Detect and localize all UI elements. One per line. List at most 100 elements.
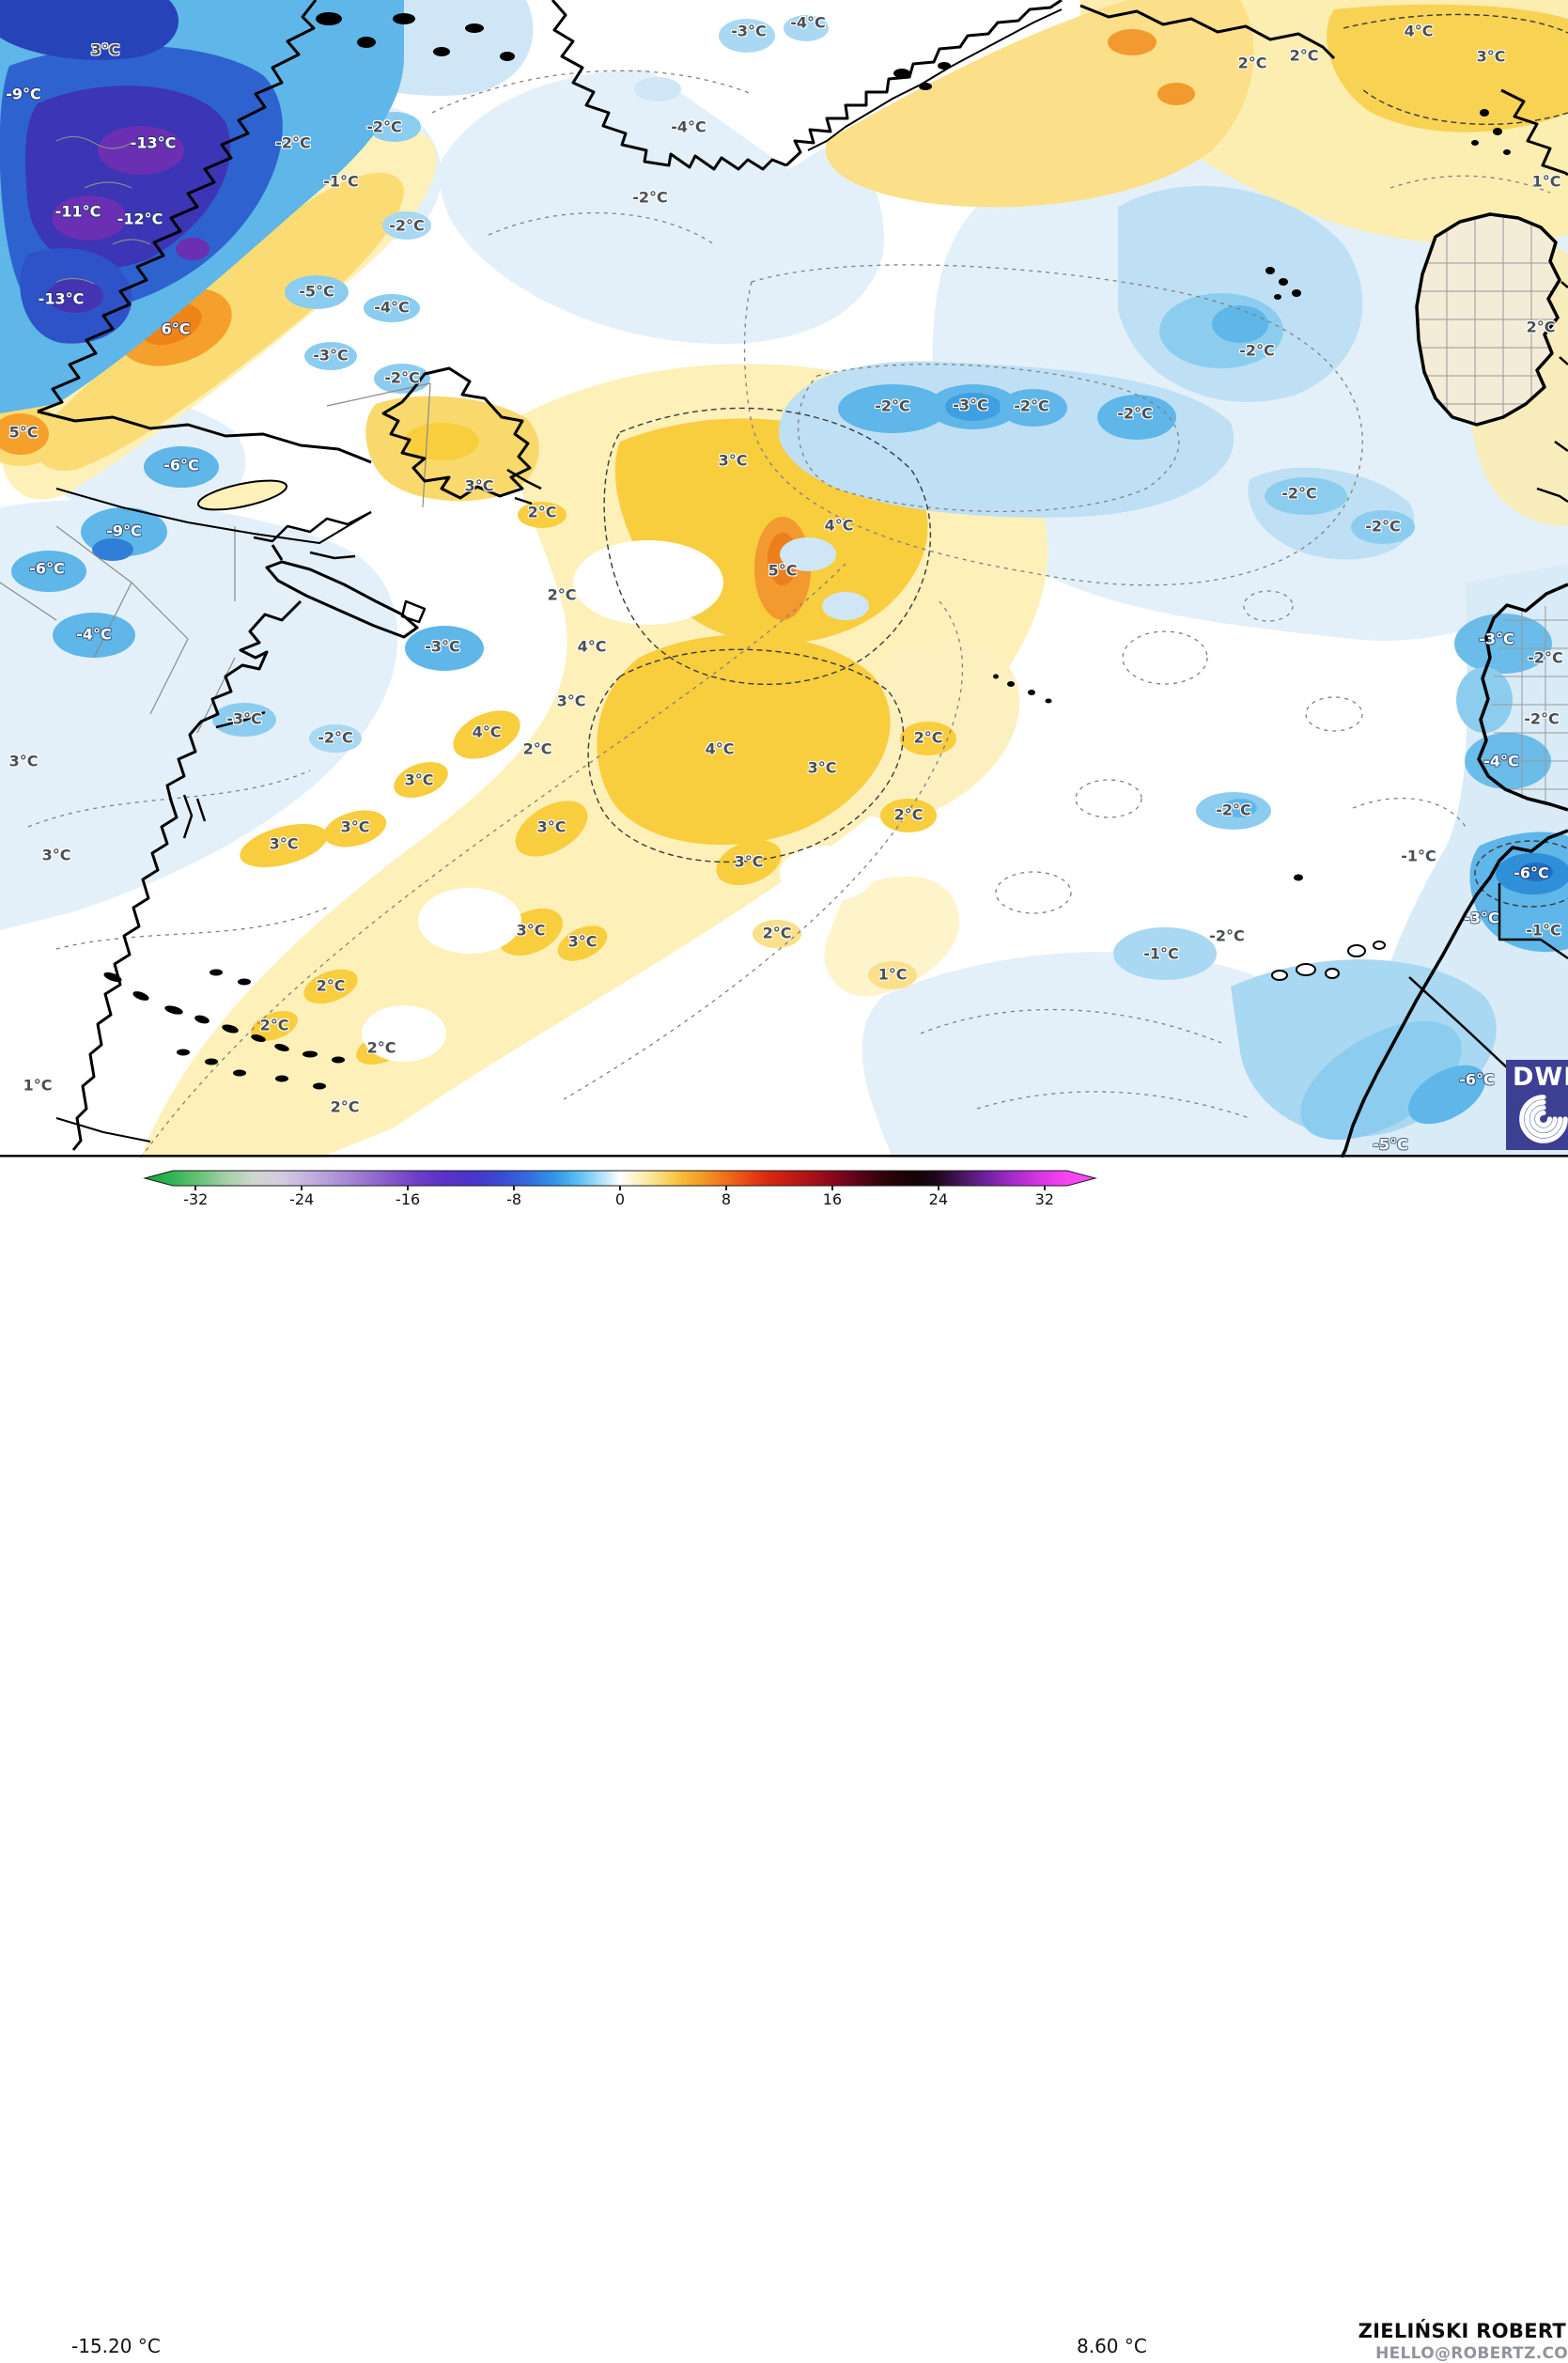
temp-label: -3°C xyxy=(226,709,262,728)
colorbar-max-label: 8.60 °C xyxy=(1077,2335,1147,2357)
temp-label: -3°C xyxy=(731,22,767,40)
temp-label: 3°C xyxy=(404,770,434,789)
temp-label: 3°C xyxy=(41,846,71,864)
contour-lines xyxy=(27,70,1551,1158)
temp-label: -4°C xyxy=(76,625,112,644)
temp-label: -13°C xyxy=(130,133,177,152)
colorbar-tick-value: -16 xyxy=(396,1190,421,1208)
temp-label: -2°C xyxy=(1014,396,1049,415)
temp-label: 2°C xyxy=(762,924,792,942)
temp-label: -13°C xyxy=(38,289,85,308)
temp-label: 3°C xyxy=(1476,47,1506,66)
temp-label: 2°C xyxy=(547,585,577,604)
temp-label: -2°C xyxy=(1528,648,1563,667)
temp-label: -3°C xyxy=(425,637,460,656)
temp-label: 3°C xyxy=(567,932,598,951)
temp-label: 3°C xyxy=(536,817,567,836)
canary-islands xyxy=(196,479,1386,981)
temp-label: -6°C xyxy=(163,456,199,474)
temp-label: -2°C xyxy=(275,133,311,152)
dwd-spiral-icon xyxy=(1519,1095,1568,1143)
temp-label: 6°C xyxy=(161,319,191,338)
colorbar xyxy=(143,1170,1097,1187)
temp-label: -2°C xyxy=(632,188,668,207)
temp-label: -5°C xyxy=(1373,1135,1408,1154)
temp-label: 3°C xyxy=(8,752,39,770)
temp-label: 3°C xyxy=(807,758,837,777)
colorbar-tickmark xyxy=(937,1186,939,1190)
colorbar-tick-value: -24 xyxy=(289,1190,315,1208)
temp-label: -2°C xyxy=(1365,517,1401,536)
temp-label: -1°C xyxy=(1401,847,1436,865)
brand-name: ZIELIŃSKI ROBERT xyxy=(1358,2320,1566,2342)
temp-label: -1°C xyxy=(323,172,359,191)
temp-label: 1°C xyxy=(1531,172,1561,191)
temp-label: 3°C xyxy=(340,817,370,836)
temp-label: -3°C xyxy=(313,346,349,365)
temp-label: -2°C xyxy=(875,396,910,415)
temp-label: -2°C xyxy=(1117,404,1153,423)
temp-label: 4°C xyxy=(824,516,854,535)
temp-label: 2°C xyxy=(527,503,557,521)
temp-label: 3°C xyxy=(718,451,748,470)
temp-label: 3°C xyxy=(556,692,586,710)
temp-label: -2°C xyxy=(1209,926,1245,945)
temp-label: 5°C xyxy=(8,423,39,442)
temp-label: -3°C xyxy=(953,396,988,414)
temp-label: 1°C xyxy=(23,1076,53,1095)
greenland-landmass xyxy=(550,0,1254,208)
brand-email: HELLO@ROBERTZ.CO xyxy=(1375,2344,1568,2363)
colorbar-tick-value: 16 xyxy=(822,1190,843,1208)
map-bottom-border xyxy=(0,1155,1568,1158)
contour-lines-dark xyxy=(587,13,1568,908)
temp-label: -1°C xyxy=(1526,921,1561,940)
temp-label: 2°C xyxy=(366,1038,396,1057)
temp-label: 2°C xyxy=(1526,318,1556,336)
cold-blobs xyxy=(11,112,1497,1137)
temp-label: -9°C xyxy=(106,521,142,540)
colorbar-tickmark xyxy=(194,1186,197,1190)
temp-label: 3°C xyxy=(90,40,120,59)
temp-label: -2°C xyxy=(389,216,425,235)
temp-label: 3°C xyxy=(734,852,764,871)
colorbar-tick-value: 0 xyxy=(614,1190,626,1208)
labrador-cold-core xyxy=(0,0,404,413)
temp-label: 1°C xyxy=(877,965,908,984)
temp-label: -2°C xyxy=(1239,341,1275,360)
temp-label: 3°C xyxy=(269,834,299,853)
colorbar-tickmark xyxy=(724,1186,727,1190)
temp-label: -2°C xyxy=(384,368,420,387)
dwd-logo: DWD xyxy=(1506,1060,1568,1150)
temp-label: -2°C xyxy=(1281,484,1317,503)
ireland-county-mesh xyxy=(1417,214,1560,425)
temp-label: 2°C xyxy=(1237,54,1267,72)
colorbar-tickmark xyxy=(831,1186,833,1190)
temp-label: -5°C xyxy=(299,282,334,301)
temp-label: -6°C xyxy=(29,559,65,578)
islands xyxy=(103,12,1511,1090)
temp-label: -3°C xyxy=(1464,909,1499,927)
temp-label: 4°C xyxy=(472,723,502,741)
temp-label: 3°C xyxy=(516,921,546,940)
temp-label: 2°C xyxy=(316,976,346,995)
temp-label: -6°C xyxy=(1459,1070,1495,1089)
temp-label: 5°C xyxy=(768,561,798,580)
temp-label: 3°C xyxy=(464,476,494,495)
colorbar-tickmark xyxy=(619,1186,621,1190)
temp-label: -4°C xyxy=(671,117,706,136)
iberia-africa-cold xyxy=(1300,614,1568,1141)
temp-label: -4°C xyxy=(790,13,826,32)
temp-label: -11°C xyxy=(54,202,101,221)
temp-label: -1°C xyxy=(1143,944,1179,963)
temp-label: -12°C xyxy=(116,210,163,228)
colorbar-tickmark xyxy=(513,1186,516,1190)
temperature-anomaly-map xyxy=(0,0,1568,1158)
temp-label: 4°C xyxy=(705,739,735,758)
colorbar-tickmark xyxy=(301,1186,303,1190)
temp-label: -4°C xyxy=(1483,752,1519,770)
iberia-province-mesh xyxy=(1492,606,1568,803)
temp-label: -2°C xyxy=(1216,801,1251,819)
colorbar-gradient-arrow xyxy=(143,1170,1097,1187)
temp-label: -2°C xyxy=(1524,709,1560,728)
